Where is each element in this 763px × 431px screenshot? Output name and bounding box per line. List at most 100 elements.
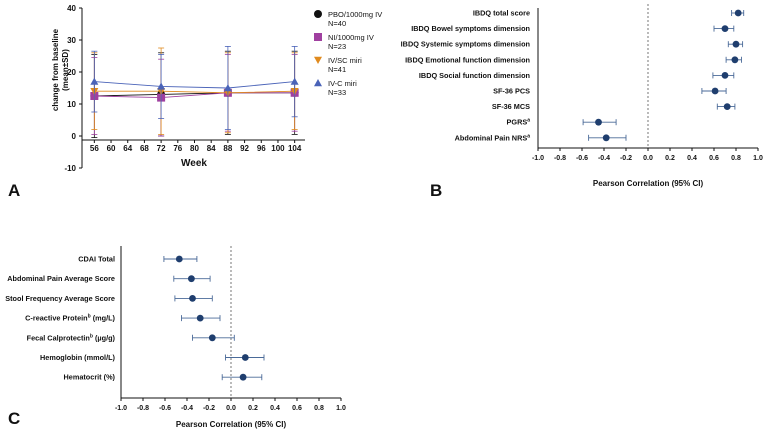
data-point: [290, 77, 299, 85]
x-tick-label: -0.8: [137, 405, 149, 412]
panel-a-x-tick-label: 64: [123, 144, 132, 153]
series-line: [94, 92, 295, 99]
x-tick-label: -0.4: [598, 155, 610, 162]
legend-marker: [314, 79, 322, 87]
x-tick-label: -0.4: [181, 405, 193, 412]
row-label: SF-36 MCS: [492, 102, 530, 111]
x-tick-label: 0.2: [248, 405, 258, 412]
panel-a-y-tick-label: 0: [72, 132, 77, 141]
x-tick-label: -0.6: [576, 155, 588, 162]
series-pbo-1000mg-iv: [90, 50, 299, 139]
point-estimate: [721, 25, 729, 32]
point-estimate: [175, 255, 183, 263]
panel-label-c: C: [8, 409, 20, 428]
forest-row: IBDQ Social function dimension: [419, 71, 735, 80]
forest-row: Abdominal Pain Average Score: [7, 274, 211, 283]
row-label: Hemoglobin (mmol/L): [40, 353, 116, 362]
panel-a-y-tick-label: 30: [67, 36, 76, 45]
panel-a-x-tick-label: 56: [90, 144, 99, 153]
x-tick-label: -0.2: [620, 155, 632, 162]
panel-label-a: A: [8, 181, 20, 200]
legend-n: N=33: [328, 88, 346, 97]
panel-a-legend: PBO/1000mg IVN=40 NI/1000mg IVN=23 IV/SC m…: [314, 10, 382, 97]
row-label: Abdominal Pain Average Score: [7, 274, 115, 283]
x-tick-label: 0.6: [292, 405, 302, 412]
forest-row: IBDQ total score: [473, 9, 745, 18]
forest-row: Hematocrit (%): [64, 373, 263, 382]
x-tick-label: 0.8: [314, 405, 324, 412]
panel-a-x-tick-label: 68: [140, 144, 149, 153]
x-tick-label: 0.4: [687, 155, 697, 162]
panel-a-x-tick-label: 88: [223, 144, 232, 153]
panel-c-x-label: Pearson Correlation (95% CI): [176, 420, 287, 429]
data-point: [90, 77, 99, 85]
forest-row: Abdominal Pain NRSa: [455, 133, 627, 142]
x-tick-label: 0.8: [731, 155, 741, 162]
forest-row: IBDQ Systemic symptoms dimension: [401, 40, 744, 49]
x-tick-label: 1.0: [336, 405, 346, 412]
point-estimate: [734, 9, 742, 17]
point-estimate: [711, 87, 719, 95]
panel-a-y-tick-label: 40: [67, 4, 76, 13]
x-tick-label: -1.0: [115, 405, 127, 412]
point-estimate: [732, 40, 740, 48]
forest-row: PGRSa: [507, 118, 617, 127]
row-label: C-reactive Proteinb (mg/L): [25, 314, 115, 323]
data-point: [157, 82, 166, 90]
panel-a-x-tick-label: 72: [157, 144, 166, 153]
row-label: IBDQ total score: [473, 9, 530, 18]
panel-a-x-tick-label: 96: [257, 144, 266, 153]
series-line: [94, 81, 295, 89]
x-tick-label: 1.0: [753, 155, 763, 162]
panel-a-x-label: Week: [181, 158, 207, 169]
legend-label: IV/SC miri: [328, 56, 362, 65]
point-estimate: [241, 354, 249, 361]
panel-a-x-tick-label: 92: [240, 144, 249, 153]
point-estimate: [188, 275, 195, 283]
forest-row: C-reactive Proteinb (mg/L): [25, 314, 221, 323]
legend-n: N=41: [328, 65, 346, 74]
panel-a-x-tick-label: 104: [288, 144, 302, 153]
forest-row: IBDQ Emotional function dimension: [405, 55, 742, 64]
x-tick-label: 0.2: [665, 155, 675, 162]
forest-row: SF-36 PCS: [493, 87, 727, 96]
panel-a-x-tick-label: 60: [107, 144, 116, 153]
row-label: Hematocrit (%): [64, 373, 116, 382]
panel-b-x-label: Pearson Correlation (95% CI): [593, 179, 704, 188]
panel-a-x-tick-label: 80: [190, 144, 199, 153]
legend-n: N=23: [328, 42, 346, 51]
point-estimate: [602, 134, 610, 142]
point-estimate: [196, 314, 204, 322]
forest-row: SF-36 MCS: [492, 102, 736, 111]
row-label: CDAI Total: [78, 255, 115, 264]
row-label: Abdominal Pain NRSa: [455, 133, 531, 142]
series-iv-c-miri: [90, 46, 299, 131]
point-estimate: [723, 103, 731, 110]
forest-row: Stool Frequency Average Score: [5, 294, 213, 303]
panel-a-y-label-line1: change from baseline: [51, 28, 60, 111]
row-label: SF-36 PCS: [493, 87, 530, 96]
panel-a-y-label-line2: (mean±SD): [61, 49, 70, 91]
row-label: IBDQ Social function dimension: [419, 71, 530, 80]
point-estimate: [721, 72, 729, 79]
forest-row: IBDQ Bowel symptoms dimension: [411, 24, 735, 33]
forest-row: Fecal Calprotectinb (µg/g): [27, 333, 235, 342]
panel-a-x-tick-label: 84: [207, 144, 216, 153]
x-tick-label: -0.8: [554, 155, 566, 162]
point-estimate: [208, 334, 216, 342]
row-label: IBDQ Systemic symptoms dimension: [401, 40, 530, 49]
panel-b-forest-plot: -1.0 -0.8 -0.6 -0.4 -0.2 0.0 0.2 0.4 0.6 0.8 1.0 I…: [401, 4, 763, 188]
point-estimate: [239, 373, 247, 381]
legend-label: PBO/1000mg IV: [328, 10, 382, 19]
legend-n: N=40: [328, 19, 346, 28]
x-tick-label: 0.6: [709, 155, 719, 162]
panel-a-y-tick-label: -10: [64, 164, 76, 173]
row-label: Fecal Calprotectinb (µg/g): [27, 333, 116, 342]
row-label: PGRSa: [507, 118, 531, 127]
x-tick-label: -0.6: [159, 405, 171, 412]
row-label: IBDQ Emotional function dimension: [405, 55, 530, 64]
panel-a-x-tick-label: 76: [173, 144, 182, 153]
legend-label: IV-C miri: [328, 79, 357, 88]
panel-a-line-chart: -10 0 10 20 30 40 56 60 64 68 72 76 80 84 88 92 96 100 10…: [51, 4, 382, 173]
